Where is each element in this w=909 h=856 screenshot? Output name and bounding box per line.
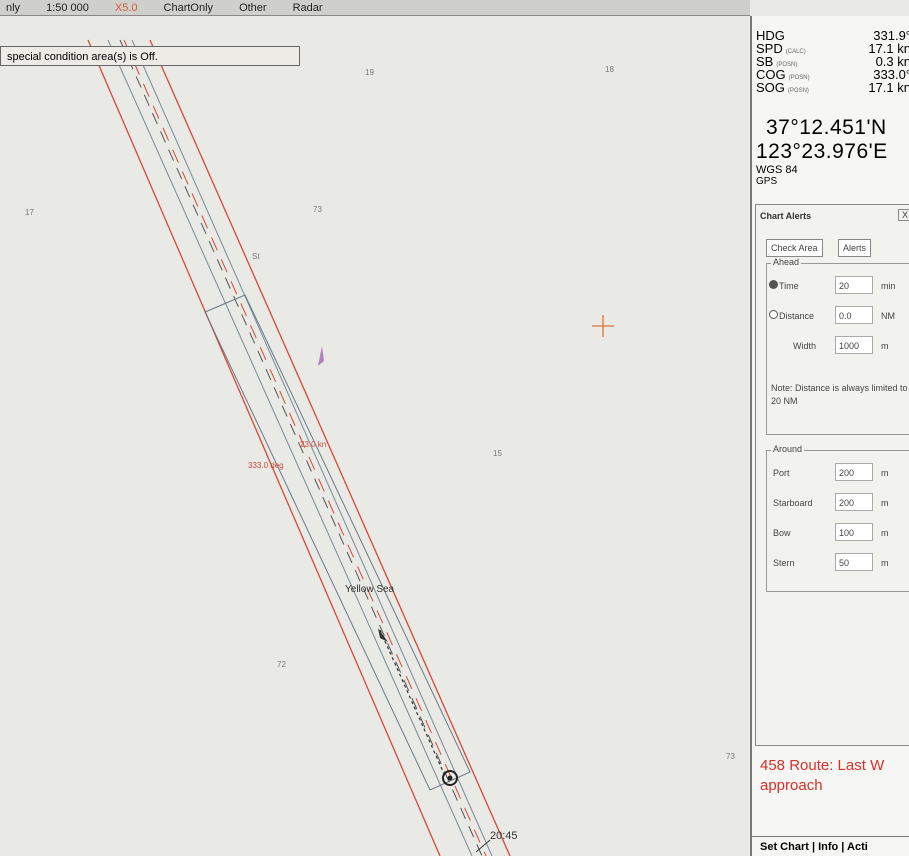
- field-row: Stern 50 m: [773, 553, 909, 573]
- datum: WGS 84: [756, 164, 798, 176]
- ahead-group: Ahead Note: Distance is always limited t…: [766, 263, 909, 435]
- time-mark: 20:45: [490, 830, 518, 842]
- field-input[interactable]: 0.0: [835, 306, 873, 324]
- route-speed: 23.0 kn: [300, 440, 326, 449]
- close-button[interactable]: X: [898, 209, 909, 221]
- field-label: Port: [773, 468, 790, 478]
- field-unit: m: [881, 341, 889, 351]
- field-row: Starboard 200 m: [773, 493, 909, 513]
- field-row: Distance 0.0 NM: [773, 306, 909, 326]
- chart-alerts-panel: Chart Alerts X Check Area Alerts Ahead No…: [755, 204, 909, 746]
- vessel-past-position: [378, 628, 388, 642]
- field-unit: m: [881, 468, 889, 478]
- sounding: 19: [365, 68, 374, 77]
- route-corridor: [88, 40, 510, 856]
- radio[interactable]: [769, 310, 778, 319]
- route-course: 333.0 deg: [248, 461, 284, 470]
- note: Note: Distance is always limited to 20 N…: [771, 382, 909, 408]
- nav-row: SPD(CALC)17.1 kn: [756, 41, 909, 55]
- sounding: St: [252, 252, 260, 261]
- field-input[interactable]: 1000: [835, 336, 873, 354]
- longitude: 123°23.976'E: [756, 140, 888, 164]
- field-label: Starboard: [773, 498, 813, 508]
- alert-line: approach: [760, 776, 884, 796]
- field-unit: NM: [881, 311, 895, 321]
- field-label: Distance: [779, 311, 814, 321]
- toolbar: nly 1:50 000 X5.0 ChartOnly Other Radar: [0, 0, 750, 16]
- field-unit: m: [881, 498, 889, 508]
- field-input[interactable]: 100: [835, 523, 873, 541]
- field-unit: m: [881, 558, 889, 568]
- tab[interactable]: Check Area: [766, 239, 823, 257]
- field-input[interactable]: 20: [835, 276, 873, 294]
- panel-title: Chart Alerts: [760, 211, 811, 221]
- toolbar-item[interactable]: ChartOnly: [164, 2, 214, 14]
- ecdis-screen: nly 1:50 000 X5.0 ChartOnly Other Radar 19 18 1…: [0, 0, 909, 856]
- tab[interactable]: Alerts: [838, 239, 871, 257]
- sounding: 18: [605, 65, 614, 74]
- group-title: Around: [771, 444, 804, 454]
- nav-row: COG(POSN)333.0°: [756, 67, 909, 81]
- field-input[interactable]: 200: [835, 493, 873, 511]
- field-row: Port 200 m: [773, 463, 909, 483]
- sounding: 17: [25, 208, 34, 217]
- field-input[interactable]: 200: [835, 463, 873, 481]
- field-label: Stern: [773, 558, 795, 568]
- position-fix: GPS: [756, 176, 777, 187]
- field-input[interactable]: 50: [835, 553, 873, 571]
- sounding: 73: [313, 205, 322, 214]
- toolbar-item[interactable]: 1:50 000: [46, 2, 89, 14]
- field-label: Time: [779, 281, 799, 291]
- field-row: Width 1000 m: [773, 336, 909, 356]
- toolbar-item[interactable]: nly: [6, 2, 20, 14]
- latitude: 37°12.451'N: [766, 116, 887, 140]
- chart-symbol: [318, 346, 324, 366]
- nav-value: 17.1 kn: [868, 80, 909, 95]
- own-ship-center: [448, 776, 453, 781]
- sea-name: Yellow Sea: [345, 584, 394, 595]
- nav-source: (POSN): [788, 88, 809, 94]
- bottom-bar[interactable]: Set Chart | Info | Acti: [752, 836, 909, 856]
- field-row: Bow 100 m: [773, 523, 909, 543]
- toolbar-item[interactable]: X5.0: [115, 2, 138, 14]
- sounding: 72: [277, 660, 286, 669]
- sounding: 73: [726, 752, 735, 761]
- alert-line: 458 Route: Last W: [760, 756, 884, 776]
- nav-row: SOG(POSN) 17.1 kn: [756, 80, 909, 94]
- nav-label: SOG: [756, 80, 785, 95]
- notice-bar: special condition area(s) is Off.: [0, 46, 300, 66]
- group-title: Ahead: [771, 257, 801, 267]
- radio[interactable]: [769, 280, 778, 289]
- chart-map: [0, 16, 750, 856]
- toolbar-item[interactable]: Radar: [293, 2, 323, 14]
- nav-row: SB(POSN)0.3 kn: [756, 54, 909, 68]
- field-label: Bow: [773, 528, 791, 538]
- field-unit: min: [881, 281, 896, 291]
- field-unit: m: [881, 528, 889, 538]
- cursor-cross: [592, 315, 614, 337]
- field-label: Width: [793, 341, 816, 351]
- field-row: Time 20 min: [773, 276, 909, 296]
- alert-message: 458 Route: Last W approach: [760, 756, 884, 796]
- toolbar-item[interactable]: Other: [239, 2, 267, 14]
- sounding: 15: [493, 449, 502, 458]
